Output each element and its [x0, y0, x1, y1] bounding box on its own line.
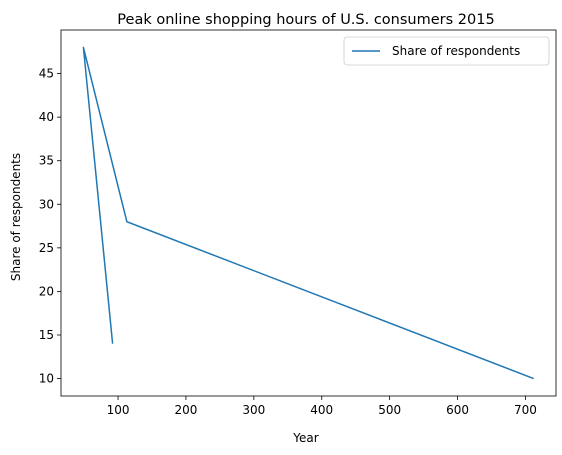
y-tick-label: 10	[39, 372, 54, 386]
x-tick-label: 700	[514, 403, 537, 417]
chart-title: Peak online shopping hours of U.S. consu…	[117, 12, 494, 28]
y-axis: 10 15 20 25 30 35 40 45	[39, 67, 61, 386]
x-tick-label: 500	[378, 403, 401, 417]
y-tick-label: 15	[39, 328, 54, 342]
x-tick-label: 400	[310, 403, 333, 417]
y-tick-label: 35	[39, 154, 54, 168]
y-tick-label: 45	[39, 67, 54, 81]
x-tick-label: 200	[174, 403, 197, 417]
series-line	[82, 46, 534, 380]
x-tick-label: 300	[242, 403, 265, 417]
x-axis: 100 200 300 400 500 600 700	[107, 396, 537, 417]
y-axis-label: Share of respondents	[9, 153, 23, 281]
series-layer	[82, 46, 534, 380]
x-axis-label: Year	[292, 431, 318, 445]
y-tick-label: 40	[39, 110, 54, 124]
x-tick-label: 100	[107, 403, 130, 417]
axes-frame	[60, 29, 557, 397]
y-tick-label: 20	[39, 284, 54, 298]
legend-box	[343, 36, 550, 66]
y-tick-label: 25	[39, 241, 54, 255]
y-tick-label: 30	[39, 197, 54, 211]
legend: Share of respondents	[343, 36, 550, 66]
x-tick-label: 600	[446, 403, 469, 417]
plot-area: 100 200 300 400 500 600 700 10 15 20 25 30 35 40 45	[39, 29, 557, 417]
legend-label: Share of respondents	[392, 44, 520, 58]
